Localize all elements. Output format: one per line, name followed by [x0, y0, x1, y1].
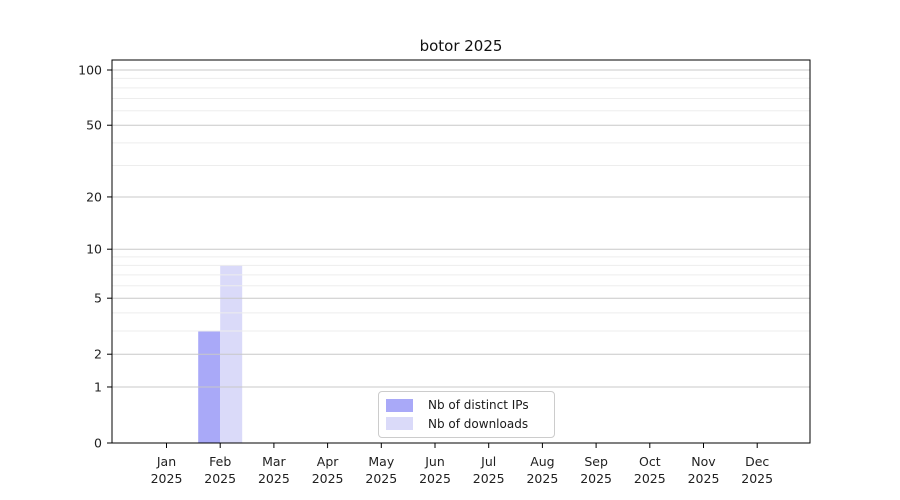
legend-item-downloads: Nb of downloads — [386, 415, 546, 432]
x-tick-label-year: 2025 — [688, 471, 720, 486]
plot-border — [111, 59, 811, 444]
legend-label-downloads: Nb of downloads — [428, 416, 529, 431]
x-tick-label-year: 2025 — [526, 471, 558, 486]
x-tick-label-year: 2025 — [473, 471, 505, 486]
x-tick-label: Apr — [317, 454, 339, 469]
legend-label-distinct-ips: Nb of distinct IPs — [428, 398, 529, 413]
x-tick-label: Nov — [691, 454, 716, 469]
x-tick-label-year: 2025 — [634, 471, 666, 486]
x-tick-label: Jan — [156, 454, 176, 469]
x-tick-label-year: 2025 — [204, 471, 236, 486]
x-tick-label: Feb — [209, 454, 231, 469]
legend-item-distinct-ips: Nb of distinct IPs — [386, 397, 546, 414]
y-tick-label: 20 — [86, 189, 102, 204]
x-tick-label-year: 2025 — [365, 471, 397, 486]
x-tick-label: Mar — [262, 454, 286, 469]
x-tick-label-year: 2025 — [419, 471, 451, 486]
y-tick-label: 5 — [94, 291, 102, 306]
x-tick-label: May — [368, 454, 394, 469]
y-tick-label: 10 — [86, 242, 102, 257]
y-tick-label: 2 — [94, 347, 102, 362]
x-tick-label-year: 2025 — [312, 471, 344, 486]
chart-title: botor 2025 — [419, 37, 503, 55]
y-tick-label: 50 — [86, 118, 102, 133]
legend-swatch-downloads — [386, 417, 413, 431]
x-tick-label: Dec — [745, 454, 769, 469]
y-tick-label: 100 — [78, 63, 102, 78]
legend-swatch-distinct-ips — [386, 398, 413, 412]
x-tick-label-year: 2025 — [580, 471, 612, 486]
x-tick-label: Sep — [584, 454, 608, 469]
x-tick-label: Oct — [639, 454, 661, 469]
x-tick-label-year: 2025 — [151, 471, 183, 486]
x-tick-label: Aug — [530, 454, 554, 469]
y-tick-label: 0 — [94, 436, 102, 451]
y-tick-label: 1 — [94, 379, 102, 394]
x-tick-label: Jul — [480, 454, 496, 469]
x-tick-label: Jun — [424, 454, 445, 469]
legend: Nb of distinct IPs Nb of downloads — [378, 391, 555, 438]
x-tick-label-year: 2025 — [741, 471, 773, 486]
x-tick-label-year: 2025 — [258, 471, 290, 486]
